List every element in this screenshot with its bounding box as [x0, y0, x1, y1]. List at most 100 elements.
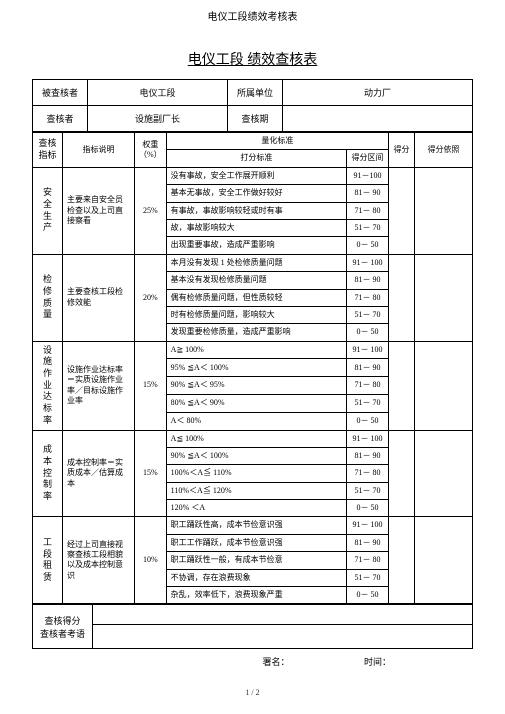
- basis-cell: [415, 167, 473, 254]
- score-cell: [389, 167, 415, 254]
- range-cell: 91－ 100: [347, 517, 389, 534]
- header-row-2: 查核者 设施副厂长 查核期: [33, 106, 473, 132]
- col-quant: 量化标准: [166, 133, 388, 150]
- assessor-label: 查核者: [33, 106, 88, 132]
- col-status: 指标说明: [63, 133, 135, 168]
- criteria-cell: A≧ 100%: [166, 341, 346, 359]
- range-cell: 0－ 50: [347, 324, 389, 341]
- criteria-cell: 基本没有发现检修质量问题: [166, 272, 346, 289]
- score-cell: [389, 341, 415, 430]
- criteria-cell: 职工踊跃性一般，有成本节俭意: [166, 552, 346, 569]
- header-table: 被查核者 电仪工段 所属单位 动力厂 查核者 设施副厂长 查核期: [32, 79, 473, 132]
- score-cell: [389, 517, 415, 604]
- basis-cell: [415, 341, 473, 430]
- score-cell: [389, 254, 415, 341]
- score-label: 查核得分: [37, 614, 88, 627]
- criteria-cell: 职工踊跃性高，成本节俭意识强: [166, 517, 346, 534]
- doc-title: 电仪工段 绩效查核表: [0, 31, 505, 79]
- page-number: 1 / 2: [0, 674, 505, 711]
- criteria-cell: 120% ＜A: [166, 500, 346, 517]
- remark-label: 查核者考语: [37, 627, 88, 640]
- table-row: 检修质量主要查核工段检修效能20%本月没有发现 1 处检修质量问题91－ 100: [33, 254, 473, 271]
- criteria-cell: 没有事故，安全工作展开顺利: [166, 167, 346, 184]
- group-name: 工段租赁: [33, 517, 63, 604]
- table-row: 安全生产主要来自安全员检查以及上司直接察看25%没有事故，安全工作展开顺利91－…: [33, 167, 473, 184]
- range-cell: 0－ 50: [347, 500, 389, 517]
- signature-row: 署名： 时间：: [33, 649, 473, 675]
- range-cell: 51－ 70: [347, 219, 389, 236]
- range-cell: 0－ 50: [347, 587, 389, 604]
- criteria-cell: 发现重要检修质量，造成严重影响: [166, 324, 346, 341]
- range-cell: 0－ 50: [347, 237, 389, 254]
- footer-remark-row: [33, 625, 473, 649]
- criteria-cell: 出现重要事故，造成严重影响: [166, 237, 346, 254]
- range-cell: 51－ 70: [347, 569, 389, 586]
- group-desc: 经过上司直接视察查核工段相貌以及成本控制意识: [63, 517, 135, 604]
- period-label: 查核期: [228, 106, 283, 132]
- col-scoring: 打分标准: [166, 150, 346, 167]
- criteria-cell: 有事故，事故影响较轻或时有事: [166, 202, 346, 219]
- content-area: 被查核者 电仪工段 所属单位 动力厂 查核者 设施副厂长 查核期 查核指标 指标…: [0, 79, 505, 674]
- criteria-cell: 110%＜A≦ 120%: [166, 482, 346, 499]
- criteria-cell: 基本无事故，安全工作做好较好: [166, 185, 346, 202]
- sign-label: 署名：: [263, 657, 290, 667]
- range-cell: 51－ 70: [347, 306, 389, 323]
- group-weight: 15%: [135, 430, 167, 517]
- criteria-cell: 80% ≦A＜ 90%: [166, 394, 346, 412]
- group-name: 成本控制率: [33, 430, 63, 517]
- assessee-label: 被查核者: [33, 80, 88, 106]
- range-cell: 81－ 90: [347, 447, 389, 464]
- col-score: 得分: [389, 133, 415, 168]
- criteria-cell: A＜ 80%: [166, 412, 346, 430]
- group-desc: 成本控制率＝实质成本／估算成本: [63, 430, 135, 517]
- criteria-cell: 职工工作踊跃，成本节俭意识强: [166, 534, 346, 551]
- criteria-cell: A≦ 100%: [166, 430, 346, 447]
- range-cell: 91－ 100: [347, 430, 389, 447]
- criteria-cell: 90% ≦A＜ 100%: [166, 447, 346, 464]
- group-weight: 25%: [135, 167, 167, 254]
- criteria-cell: 95% ≦A＜ 100%: [166, 359, 346, 377]
- col-indicator: 查核指标: [33, 133, 63, 168]
- period-value: [283, 106, 473, 132]
- range-cell: 51－ 70: [347, 394, 389, 412]
- criteria-cell: 偶有检修质量问题，但性质较轻: [166, 289, 346, 306]
- range-cell: 91－ 100: [347, 341, 389, 359]
- footer-combined: 查核得分 查核者考语: [33, 605, 93, 649]
- score-cell: [389, 430, 415, 517]
- range-cell: 91－100: [347, 167, 389, 184]
- basis-cell: [415, 430, 473, 517]
- basis-cell: [415, 517, 473, 604]
- range-cell: 71－ 80: [347, 289, 389, 306]
- table-row: 工段租赁经过上司直接视察查核工段相貌以及成本控制意识10%职工踊跃性高，成本节俭…: [33, 517, 473, 534]
- range-cell: 81－ 90: [347, 359, 389, 377]
- footer-score-row: 查核得分 查核者考语: [33, 605, 473, 625]
- time-label: 时间：: [364, 657, 391, 667]
- table-row: 设施作业达标率设施作业达标率＝实质设施作业率／目标设施作业率15%A≧ 100%…: [33, 341, 473, 359]
- range-cell: 81－ 90: [347, 534, 389, 551]
- col-range: 得分区间: [347, 150, 389, 167]
- range-cell: 81－ 90: [347, 272, 389, 289]
- table-header-row: 查核指标 指标说明 权重（%） 量化标准 得分 得分依照: [33, 133, 473, 150]
- criteria-cell: 本月没有发现 1 处检修质量问题: [166, 254, 346, 271]
- group-weight: 15%: [135, 341, 167, 430]
- basis-cell: [415, 254, 473, 341]
- range-cell: 81－ 90: [347, 185, 389, 202]
- group-desc: 主要来自安全员检查以及上司直接察看: [63, 167, 135, 254]
- criteria-cell: 故，事故影响较大: [166, 219, 346, 236]
- range-cell: 91－ 100: [347, 254, 389, 271]
- range-cell: 71－ 80: [347, 377, 389, 395]
- assessee-value: 电仪工段: [88, 80, 228, 106]
- group-weight: 10%: [135, 517, 167, 604]
- col-basis: 得分依照: [415, 133, 473, 168]
- criteria-cell: 100%＜A≦ 110%: [166, 465, 346, 482]
- range-cell: 51－ 70: [347, 482, 389, 499]
- criteria-cell: 杂乱，效率低下，浪费现象严重: [166, 587, 346, 604]
- assessor-value: 设施副厂长: [88, 106, 228, 132]
- dept-value: 动力厂: [283, 80, 473, 106]
- group-name: 安全生产: [33, 167, 63, 254]
- group-weight: 20%: [135, 254, 167, 341]
- footer-score-value: [93, 605, 473, 625]
- criteria-cell: 时有检修质量问题，影响较大: [166, 306, 346, 323]
- group-name: 设施作业达标率: [33, 341, 63, 430]
- header-row-1: 被查核者 电仪工段 所属单位 动力厂: [33, 80, 473, 106]
